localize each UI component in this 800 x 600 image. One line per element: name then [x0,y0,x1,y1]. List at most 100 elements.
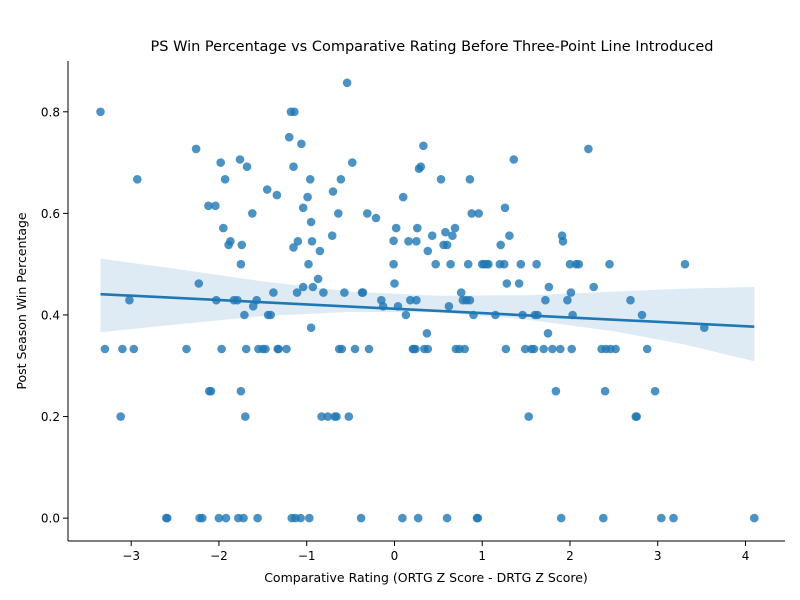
data-point [500,203,510,213]
data-point [431,259,441,269]
data-point [315,246,325,256]
data-point [237,240,247,250]
data-point [307,237,317,246]
data-point [239,513,248,523]
data-point [290,107,299,117]
data-point [444,302,454,311]
y-axis-ticks: 0.0 0.2 0.4 0.6 0.8 [41,105,68,526]
data-point [319,288,328,297]
data-point [566,288,576,297]
data-point [100,344,110,354]
data-point [556,344,565,354]
data-point [306,323,316,333]
data-point [529,344,539,354]
data-point [297,139,306,149]
data-point [465,295,475,305]
data-point [236,259,246,269]
data-point [520,344,530,354]
data-point [516,259,526,269]
data-point [389,259,398,269]
data-point [524,412,533,421]
y-tick-label: 0.2 [41,410,60,424]
data-point [298,203,308,213]
data-point [423,246,433,256]
data-point [563,295,572,305]
data-point [474,209,484,218]
data-point [220,175,230,184]
data-point [548,344,557,354]
data-point [204,201,213,211]
data-point [337,344,347,354]
data-point [441,227,450,237]
data-point [216,158,225,167]
data-point [129,344,139,354]
data-point [448,231,457,240]
data-point [442,513,452,523]
data-point [274,344,283,354]
data-point [304,259,313,269]
data-point [423,344,433,354]
data-point [532,259,541,269]
x-tick-label: 2 [566,549,574,563]
data-point [406,295,415,305]
data-point [419,141,428,151]
data-point [565,259,575,269]
data-point [356,513,366,523]
data-point [401,310,411,320]
data-point [328,187,338,196]
y-axis-label: Post Season Win Percentage [14,212,29,390]
data-point [463,259,473,269]
data-points [96,78,759,523]
y-tick-label: 0.4 [41,308,60,322]
data-point [282,344,291,354]
data-point [303,192,312,202]
data-point [241,344,251,354]
data-point [194,279,204,288]
data-point [544,282,554,292]
data-point [611,344,620,354]
data-point [292,288,302,297]
data-point [642,344,652,354]
data-point [340,288,349,297]
data-point [456,288,466,297]
data-point [389,236,398,246]
data-point [217,344,226,354]
data-point [413,223,422,233]
x-tick-label: −3 [122,549,140,563]
data-point [313,274,323,284]
data-point [574,259,584,269]
x-tick-label: −1 [298,549,316,563]
data-point [248,209,257,218]
data-point [427,231,437,240]
data-point [289,162,298,171]
x-axis-ticks: −3 −2 −1 0 1 2 3 4 [122,541,749,563]
y-tick-label: 0.0 [41,512,60,526]
data-point [499,259,509,269]
data-point [342,78,352,88]
data-point [344,412,354,421]
regression-line [100,292,755,328]
data-point [600,386,610,396]
x-tick-label: −2 [210,549,228,563]
data-point [460,344,470,354]
data-point [293,237,303,246]
data-point [390,279,399,288]
data-point [226,237,235,246]
data-point [116,412,125,421]
data-point [242,162,252,171]
data-point [599,513,608,523]
data-point [221,513,231,523]
data-point [442,240,452,250]
data-point [509,155,519,164]
data-point [584,144,593,154]
data-point [327,231,337,240]
data-point [473,513,483,523]
data-point [162,513,172,523]
data-point [269,288,278,297]
data-point [589,282,598,292]
data-point [467,209,477,218]
data-point [567,344,576,354]
data-point [446,259,455,269]
data-point [296,513,305,523]
y-tick-label: 0.6 [41,207,60,221]
